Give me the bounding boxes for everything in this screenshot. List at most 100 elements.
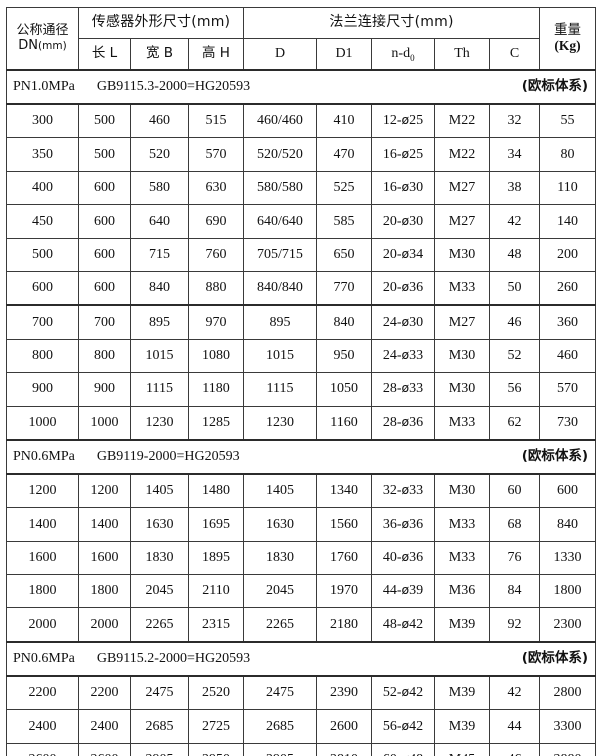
table-cell: 1630	[243, 507, 317, 542]
table-row: 400 600 580 630 580/580 525 16-ø30 M27 38 110	[6, 170, 597, 206]
cell-dn: 400	[6, 170, 79, 206]
table-cell: M30	[434, 237, 490, 272]
table-cell: 630	[188, 170, 244, 206]
table-cell: 32	[488, 103, 541, 139]
table-cell: 520	[130, 137, 189, 172]
section-header-inner: PN0.6MPa GB9119-2000=HG20593 (欧标体系)	[7, 441, 595, 473]
diameter-symbol: ø	[401, 313, 410, 329]
table-cell: 40-ø36	[371, 540, 435, 576]
cell-dn: 1400	[6, 507, 79, 542]
header-col-Th: Th	[434, 38, 490, 71]
table-cell: M33	[434, 270, 490, 307]
table-cell: 2315	[188, 607, 244, 643]
table-cell: 92	[488, 607, 541, 643]
cell-dn: 1800	[6, 574, 79, 609]
table-cell: 84	[488, 574, 541, 609]
table-cell: 1230	[243, 405, 317, 441]
diameter-symbol: ø	[401, 684, 410, 700]
diameter-symbol: ø	[401, 582, 410, 598]
table-cell: 2950	[188, 742, 244, 756]
table-cell: 3880	[539, 742, 597, 756]
table-cell: M27	[434, 304, 490, 340]
table-row: 1600 1600 1830 1895 1830 1760 40-ø36 M33 76 1330	[6, 540, 597, 576]
cell-dn: 500	[6, 237, 79, 272]
table-cell: 900	[78, 372, 131, 407]
section-header-left: PN1.0MPa GB9115.3-2000=HG20593	[13, 79, 250, 95]
table-cell: 16-ø30	[371, 170, 435, 206]
table-cell: 895	[130, 304, 189, 340]
table-cell: 585	[316, 204, 372, 239]
table-cell: 500	[78, 137, 131, 172]
section-header-row: PN1.0MPa GB9115.3-2000=HG20593 (欧标体系)	[5, 69, 597, 105]
table-cell: 62	[488, 405, 541, 441]
table-cell: 1160	[316, 405, 372, 441]
table-cell: M30	[434, 473, 490, 509]
cell-dn: 600	[6, 270, 79, 307]
table-row: 500 600 715 760 705/715 650 20-ø34 M30 48 200	[6, 237, 597, 272]
table-cell: 1230	[130, 405, 189, 441]
table-cell: 970	[188, 304, 244, 340]
table-cell: 950	[316, 338, 372, 374]
section-pressure-rating: PN1.0MPa	[13, 79, 75, 95]
table-row: 1000 1000 1230 1285 1230 1160 28-ø36 M33 62 730	[6, 405, 597, 441]
sensor-flange-dimension-table: 公称通径 DN(mm) 传感器外形尺寸(mm) 法兰连接尺寸(mm) 重量 (K…	[5, 7, 597, 756]
table-cell: 44	[488, 709, 541, 744]
table-cell: 1480	[188, 473, 244, 509]
header-group-row: 公称通径 DN(mm) 传感器外形尺寸(mm) 法兰连接尺寸(mm) 重量 (K…	[6, 7, 597, 71]
table-cell: 2110	[188, 574, 244, 609]
table-cell: 520/520	[243, 137, 317, 172]
table-cell: 56-ø42	[371, 709, 435, 744]
diameter-symbol: ø	[401, 145, 410, 161]
table-cell: 1115	[243, 372, 317, 407]
table-cell: 580/580	[243, 170, 317, 206]
section-standard-code: GB9115.3-2000=HG20593	[96, 79, 251, 95]
table-cell: M27	[434, 204, 490, 239]
table-cell: 32-ø33	[371, 473, 435, 509]
header-dn-unit: (mm)	[38, 39, 67, 52]
table-cell: 2905	[243, 742, 317, 756]
table-cell: 1560	[316, 507, 372, 542]
table-row: 800 800 1015 1080 1015 950 24-ø33 M30 52 460	[6, 338, 597, 374]
table-cell: 1970	[316, 574, 372, 609]
table-cell: 1800	[539, 574, 597, 609]
table-cell: 580	[130, 170, 189, 206]
section-header-inner: PN1.0MPa GB9115.3-2000=HG20593 (欧标体系)	[7, 71, 595, 103]
table-cell: 360	[539, 304, 597, 340]
table-cell: 1895	[188, 540, 244, 576]
table-row: 700 700 895 970 895 840 24-ø30 M27 46 360	[6, 304, 597, 340]
table-cell: M27	[434, 170, 490, 206]
table-cell: 1080	[188, 338, 244, 374]
table-header: 公称通径 DN(mm) 传感器外形尺寸(mm) 法兰连接尺寸(mm) 重量 (K…	[6, 7, 597, 71]
table-cell: M33	[434, 540, 490, 576]
header-dn-line2: DN	[18, 37, 39, 53]
table-cell: 1405	[130, 473, 189, 509]
table-cell: 2725	[188, 709, 244, 744]
table-cell: 68	[488, 507, 541, 542]
table-cell: M39	[434, 709, 490, 744]
table-row: 2400 2400 2685 2725 2685 2600 56-ø42 M39 44 3300	[6, 709, 597, 744]
cell-dn: 2200	[6, 675, 79, 711]
section-header-cell: PN0.6MPa GB9119-2000=HG20593 (欧标体系)	[5, 438, 597, 475]
cell-dn: 1000	[6, 405, 79, 441]
table-row: 1200 1200 1405 1480 1405 1340 32-ø33 M30 60 600	[6, 473, 597, 509]
table-cell: 800	[78, 338, 131, 374]
table-cell: 840	[316, 304, 372, 340]
cell-dn: 2400	[6, 709, 79, 744]
header-col-height-H: 高 H	[188, 38, 244, 71]
table-cell: 76	[488, 540, 541, 576]
diameter-symbol: ø	[401, 245, 410, 261]
table-cell: M33	[434, 507, 490, 542]
table-cell: 2180	[316, 607, 372, 643]
table-cell: M45	[434, 742, 490, 756]
cell-dn: 450	[6, 204, 79, 239]
table-cell: M22	[434, 103, 490, 139]
table-cell: 28-ø36	[371, 405, 435, 441]
table-cell: 1830	[130, 540, 189, 576]
table-body: PN1.0MPa GB9115.3-2000=HG20593 (欧标体系) 300 50…	[5, 69, 597, 756]
table-cell: 2045	[243, 574, 317, 609]
diameter-symbol: ø	[401, 112, 410, 128]
table-cell: 700	[78, 304, 131, 340]
table-cell: 42	[488, 675, 541, 711]
section-header-left: PN0.6MPa GB9115.2-2000=HG20593	[13, 651, 250, 667]
table-cell: 705/715	[243, 237, 317, 272]
